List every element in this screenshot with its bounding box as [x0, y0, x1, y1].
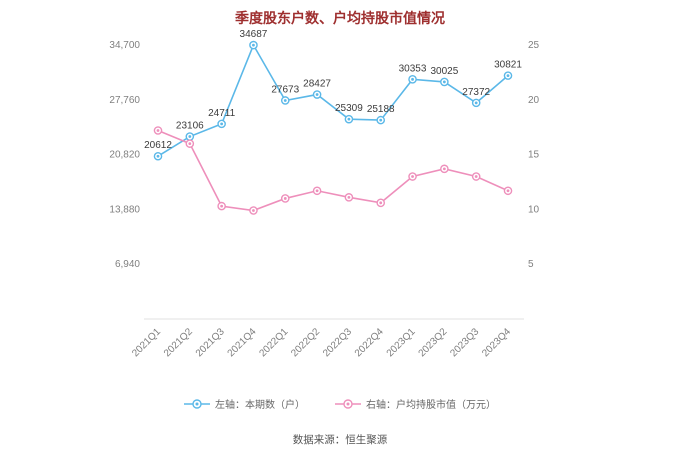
svg-text:13,880: 13,880 [109, 204, 140, 215]
legend-label-shareholders: 左轴：本期数（户） [215, 400, 305, 411]
svg-text:2022Q3: 2022Q3 [321, 326, 354, 359]
svg-text:6,940: 6,940 [115, 259, 140, 270]
svg-text:20: 20 [528, 95, 540, 106]
svg-text:34,700: 34,700 [109, 40, 140, 51]
svg-text:2021Q1: 2021Q1 [130, 326, 163, 359]
svg-text:34687: 34687 [240, 29, 268, 40]
svg-text:5: 5 [528, 259, 534, 270]
svg-text:2023Q2: 2023Q2 [417, 326, 450, 359]
svg-text:30821: 30821 [494, 60, 522, 71]
svg-text:28427: 28427 [303, 79, 331, 90]
legend-marker-shareholders-icon [184, 398, 210, 409]
data-source: 数据来源：恒生聚源 [292, 434, 388, 446]
svg-text:2023Q3: 2023Q3 [448, 326, 481, 359]
line-chart: 6,940 13,880 20,820 27,760 34,700 5 10 15 20 25 20… [109, 29, 540, 359]
svg-text:30353: 30353 [399, 63, 427, 74]
svg-text:27,760: 27,760 [109, 95, 140, 106]
svg-text:25309: 25309 [335, 103, 363, 114]
svg-text:2021Q2: 2021Q2 [162, 326, 195, 359]
chart-title: 季度股东户数、户均持股市值情况 [235, 10, 445, 26]
svg-text:2022Q1: 2022Q1 [257, 326, 290, 359]
svg-text:10: 10 [528, 204, 540, 215]
legend-label-marketvalue: 右轴：户均持股市值（万元） [366, 400, 496, 411]
svg-text:20612: 20612 [144, 140, 172, 151]
svg-text:2022Q4: 2022Q4 [353, 326, 386, 359]
svg-text:30025: 30025 [430, 66, 458, 77]
svg-text:25: 25 [528, 40, 540, 51]
svg-text:24711: 24711 [208, 108, 236, 119]
svg-text:25188: 25188 [367, 104, 395, 115]
legend-item-marketvalue[interactable]: 右轴：户均持股市值（万元） [335, 396, 496, 411]
svg-text:2023Q4: 2023Q4 [480, 326, 513, 359]
svg-text:2021Q3: 2021Q3 [194, 326, 227, 359]
legend-item-shareholders[interactable]: 左轴：本期数（户） [184, 396, 305, 411]
svg-text:15: 15 [528, 150, 540, 161]
svg-text:27673: 27673 [271, 84, 299, 95]
svg-text:2021Q4: 2021Q4 [226, 326, 259, 359]
svg-text:2023Q1: 2023Q1 [385, 326, 418, 359]
legend-marker-marketvalue-icon [335, 398, 361, 409]
svg-text:2022Q2: 2022Q2 [289, 326, 322, 359]
legend: 左轴：本期数（户） 右轴：户均持股市值（万元） [0, 396, 680, 411]
svg-text:20,820: 20,820 [109, 150, 140, 161]
svg-text:23106: 23106 [176, 121, 204, 132]
svg-text:27372: 27372 [462, 87, 490, 98]
